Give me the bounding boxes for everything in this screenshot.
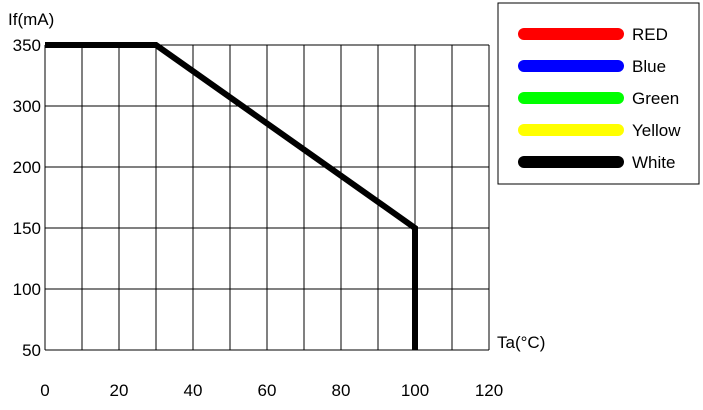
legend-label: Green [632,89,679,108]
x-tick-label: 40 [184,381,203,400]
y-tick-label: 50 [22,341,41,360]
grid [44,44,490,351]
x-tick-label: 120 [475,381,503,400]
legend: RED Blue Green Yellow White [497,2,700,185]
x-axis-label: Ta(°C) [497,333,545,352]
y-tick-label: 150 [13,219,41,238]
legend-label: Blue [632,57,666,76]
legend-label: White [632,153,675,172]
series-line-white [45,42,418,350]
x-tick-label: 80 [332,381,351,400]
y-tick-label: 100 [13,280,41,299]
legend-label: Yellow [632,121,681,140]
legend-label: RED [632,25,668,44]
x-tick-label: 0 [40,381,49,400]
y-tick-label: 300 [13,97,41,116]
series-layer [45,42,418,350]
x-tick-label: 60 [258,381,277,400]
x-tick-label: 100 [401,381,429,400]
y-axis-label: If(mA) [8,10,54,29]
y-tick-label: 200 [13,158,41,177]
y-tick-label: 350 [13,36,41,55]
x-tick-label: 20 [110,381,129,400]
axis-layer: If(mA) Ta(°C) 350 300 200 150 100 50 0 20 40 60 80… [8,10,545,400]
